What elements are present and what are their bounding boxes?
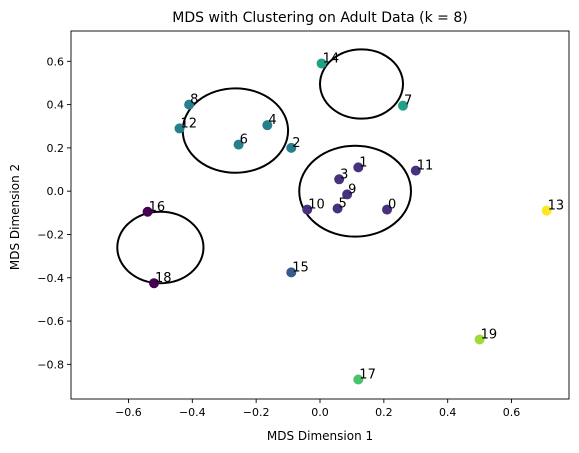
point-label-5: 5 — [339, 197, 347, 212]
x-tick-label: 0.0 — [311, 406, 329, 419]
point-label-18: 18 — [155, 271, 172, 286]
point-label-10: 10 — [308, 198, 325, 213]
point-label-12: 12 — [181, 116, 198, 131]
y-tick-label: 0.6 — [47, 55, 65, 68]
data-point-2 — [286, 142, 297, 153]
data-point-12 — [174, 123, 185, 134]
y-tick-label: −0.8 — [37, 358, 64, 371]
x-axis-label: MDS Dimension 1 — [267, 429, 373, 443]
x-tick-label: 0.4 — [439, 406, 457, 419]
point-label-1: 1 — [359, 155, 367, 170]
point-label-2: 2 — [292, 136, 300, 151]
data-point-7 — [398, 100, 408, 111]
data-point-14 — [316, 58, 327, 69]
data-point-11 — [410, 165, 421, 176]
data-point-9 — [342, 189, 353, 200]
data-point-4 — [262, 120, 273, 131]
point-label-17: 17 — [359, 368, 376, 383]
cluster-ellipse — [298, 144, 412, 238]
point-label-8: 8 — [190, 93, 198, 108]
point-label-4: 4 — [268, 113, 276, 128]
cluster-ellipse — [181, 87, 290, 174]
x-tick-label: −0.6 — [115, 406, 142, 419]
cluster-ellipse — [319, 48, 404, 120]
y-tick-label: 0.2 — [47, 142, 65, 155]
x-tick-label: −0.2 — [243, 406, 270, 419]
point-label-16: 16 — [149, 200, 166, 215]
point-label-0: 0 — [388, 198, 396, 213]
data-point-17 — [353, 374, 364, 385]
point-label-11: 11 — [417, 159, 434, 174]
data-point-18 — [149, 278, 159, 289]
point-label-3: 3 — [340, 167, 348, 182]
point-label-14: 14 — [323, 51, 340, 66]
cluster-ellipse — [116, 210, 205, 285]
y-axis-label: MDS Dimension 2 — [8, 164, 22, 270]
y-tick-label: 0.0 — [47, 185, 65, 198]
data-point-10 — [302, 204, 313, 215]
data-point-15 — [286, 267, 297, 278]
point-label-7: 7 — [404, 94, 412, 109]
data-point-0 — [382, 204, 393, 215]
x-tick-label: 0.6 — [503, 406, 521, 419]
point-label-15: 15 — [292, 260, 309, 275]
point-label-6: 6 — [240, 133, 248, 148]
y-tick-label: −0.4 — [37, 272, 64, 285]
data-point-5 — [332, 203, 343, 214]
chart-title: MDS with Clustering on Adult Data (k = 8… — [172, 10, 467, 26]
data-point-8 — [184, 99, 195, 110]
point-label-19: 19 — [481, 327, 498, 342]
point-label-13: 13 — [548, 199, 565, 214]
x-tick-label: −0.4 — [179, 406, 206, 419]
data-point-16 — [142, 206, 153, 217]
data-point-19 — [474, 334, 485, 345]
data-point-13 — [541, 205, 552, 216]
data-point-6 — [233, 139, 244, 150]
data-point-3 — [334, 174, 345, 185]
y-tick-label: 0.4 — [47, 99, 65, 112]
x-tick-label: 0.2 — [375, 406, 393, 419]
y-tick-label: −0.2 — [37, 228, 64, 241]
data-point-1 — [353, 162, 364, 173]
plot-area: −0.6 −0.4 −0.2 0.0 0.2 0.4 0.6 −0.8 −0.6 −0.4 −0.2… — [37, 30, 570, 419]
y-tick-label: −0.6 — [37, 315, 64, 328]
point-label-9: 9 — [348, 182, 356, 197]
